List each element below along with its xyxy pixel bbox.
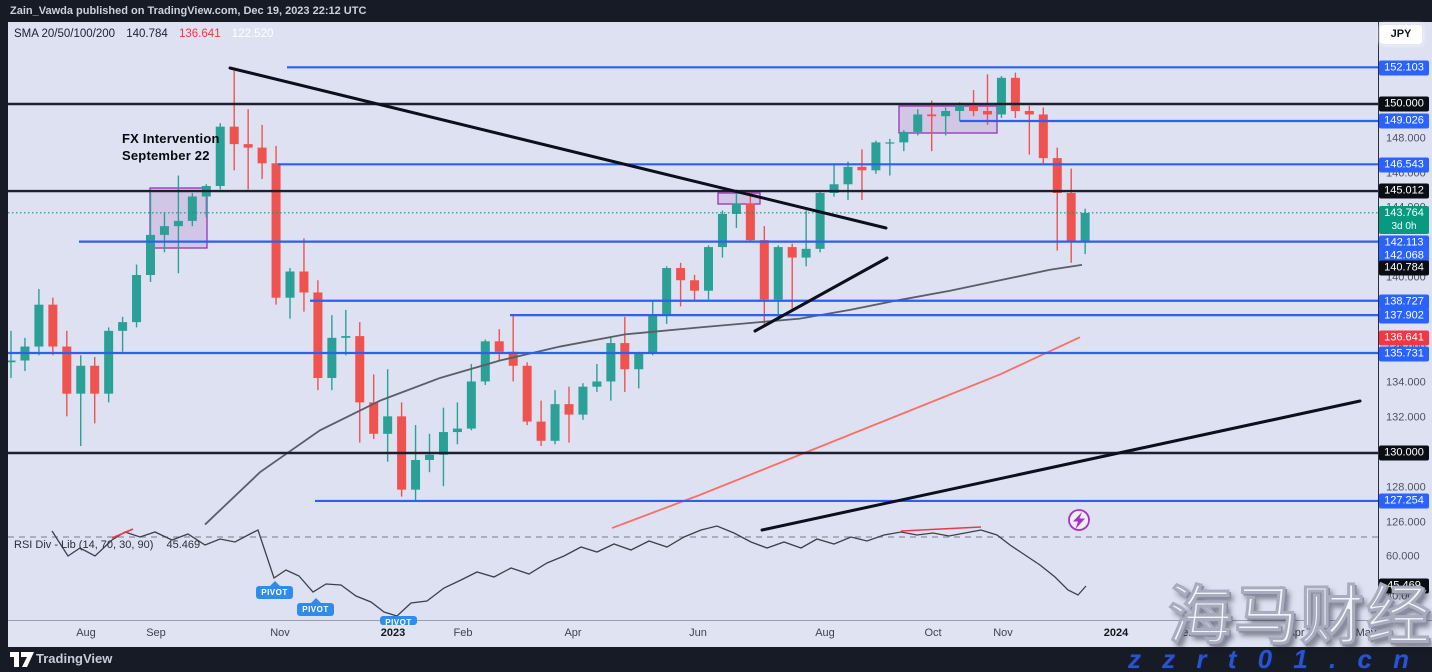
- rsi-indicator-legend[interactable]: RSI Div - Lib (14, 70, 30, 90) 45.469: [14, 539, 210, 551]
- footer-bar: TradingView: [0, 647, 1432, 672]
- price-label-45.469: 45.469: [1379, 578, 1429, 594]
- price-label-135.731: 135.731: [1379, 346, 1429, 362]
- time-label-Apr: Apr: [564, 627, 582, 639]
- price-label-148.000: 148.000: [1386, 132, 1426, 145]
- sma100-value: 122.520: [231, 28, 274, 40]
- symbol-currency-button[interactable]: JPY: [1379, 24, 1423, 45]
- time-axis[interactable]: Aug Sep Nov 2023 Feb Apr Jun Aug Oct Nov 2024 Feb Ap…: [8, 620, 1432, 647]
- price-label-142.113: 142.113: [1379, 235, 1429, 251]
- sma-legend-label: SMA 20/50/100/200: [14, 28, 116, 40]
- chart-canvas[interactable]: [8, 22, 1378, 620]
- price-label-143.764: 143.764 3d 0h: [1379, 206, 1429, 234]
- time-label-Nov: Nov: [270, 627, 290, 639]
- fx-intervention-annotation[interactable]: FX Intervention September 22: [122, 131, 220, 165]
- time-label-Apr: Apr: [1287, 627, 1305, 639]
- time-label-2023: 2023: [380, 627, 406, 639]
- sma-legend[interactable]: SMA 20/50/100/200 140.784 136.641 122.52…: [14, 28, 281, 40]
- pivot-marker-2[interactable]: PIVOT: [297, 598, 334, 616]
- time-label-Oct: Oct: [924, 627, 942, 639]
- time-label-Feb: Feb: [453, 627, 473, 639]
- price-label-127.254: 127.254: [1379, 493, 1429, 509]
- price-label-134.000: 134.000: [1386, 376, 1426, 389]
- time-label-May: May: [1355, 627, 1377, 639]
- fx-annotation-line1: FX Intervention: [122, 131, 220, 146]
- price-label-60.000: 60.000: [1386, 550, 1420, 563]
- price-label-138.727: 138.727: [1379, 294, 1429, 310]
- time-label-2024: 2024: [1103, 627, 1129, 639]
- pivot-marker-3[interactable]: PIVOT: [380, 616, 417, 625]
- time-label-Jun: Jun: [689, 627, 707, 639]
- price-label-126.000: 126.000: [1386, 516, 1426, 529]
- price-label-145.012: 145.012: [1379, 183, 1429, 199]
- price-label-136.641: 136.641: [1379, 330, 1429, 346]
- price-label-152.103: 152.103: [1379, 60, 1429, 76]
- tradingview-logo-icon[interactable]: [10, 652, 34, 667]
- pivot-marker-1[interactable]: PIVOT: [256, 581, 293, 599]
- time-label-Feb: Feb: [1175, 627, 1195, 639]
- price-label-146.543: 146.543: [1379, 157, 1429, 173]
- watermark-url: z z r t 0 1 . c n: [1127, 644, 1416, 672]
- publish-title: Zain_Vawda published on TradingView.com,…: [10, 5, 367, 17]
- price-label-142.068: 142.068: [1379, 248, 1429, 264]
- price-label-132.000: 132.000: [1386, 411, 1426, 424]
- price-label-130.000: 130.000: [1379, 445, 1429, 461]
- watermark-cjk: 海马财经: [1168, 580, 1432, 653]
- time-label-Aug: Aug: [76, 627, 96, 639]
- sma20-value: 140.784: [126, 28, 168, 40]
- publish-header: Zain_Vawda published on TradingView.com,…: [0, 0, 1432, 22]
- time-label-Aug: Aug: [815, 627, 835, 639]
- rsi-legend-value: 45.469: [166, 539, 201, 551]
- price-label-128.000: 128.000: [1386, 481, 1426, 494]
- rsi-legend-label: RSI Div - Lib (14, 70, 30, 90): [14, 539, 154, 551]
- price-label-140.784: 140.784: [1379, 260, 1429, 276]
- time-label-Nov: Nov: [993, 627, 1013, 639]
- price-label-137.902: 137.902: [1379, 308, 1429, 324]
- fx-annotation-line2: September 22: [122, 147, 210, 163]
- price-label-40.000: 40.000: [1386, 590, 1420, 603]
- price-label-149.026: 149.026: [1379, 113, 1429, 129]
- time-label-Sep: Sep: [146, 627, 166, 639]
- sma50-value: 136.641: [179, 28, 221, 40]
- tradingview-brand-text[interactable]: TradingView: [36, 651, 113, 666]
- price-label-150.000: 150.000: [1379, 96, 1429, 112]
